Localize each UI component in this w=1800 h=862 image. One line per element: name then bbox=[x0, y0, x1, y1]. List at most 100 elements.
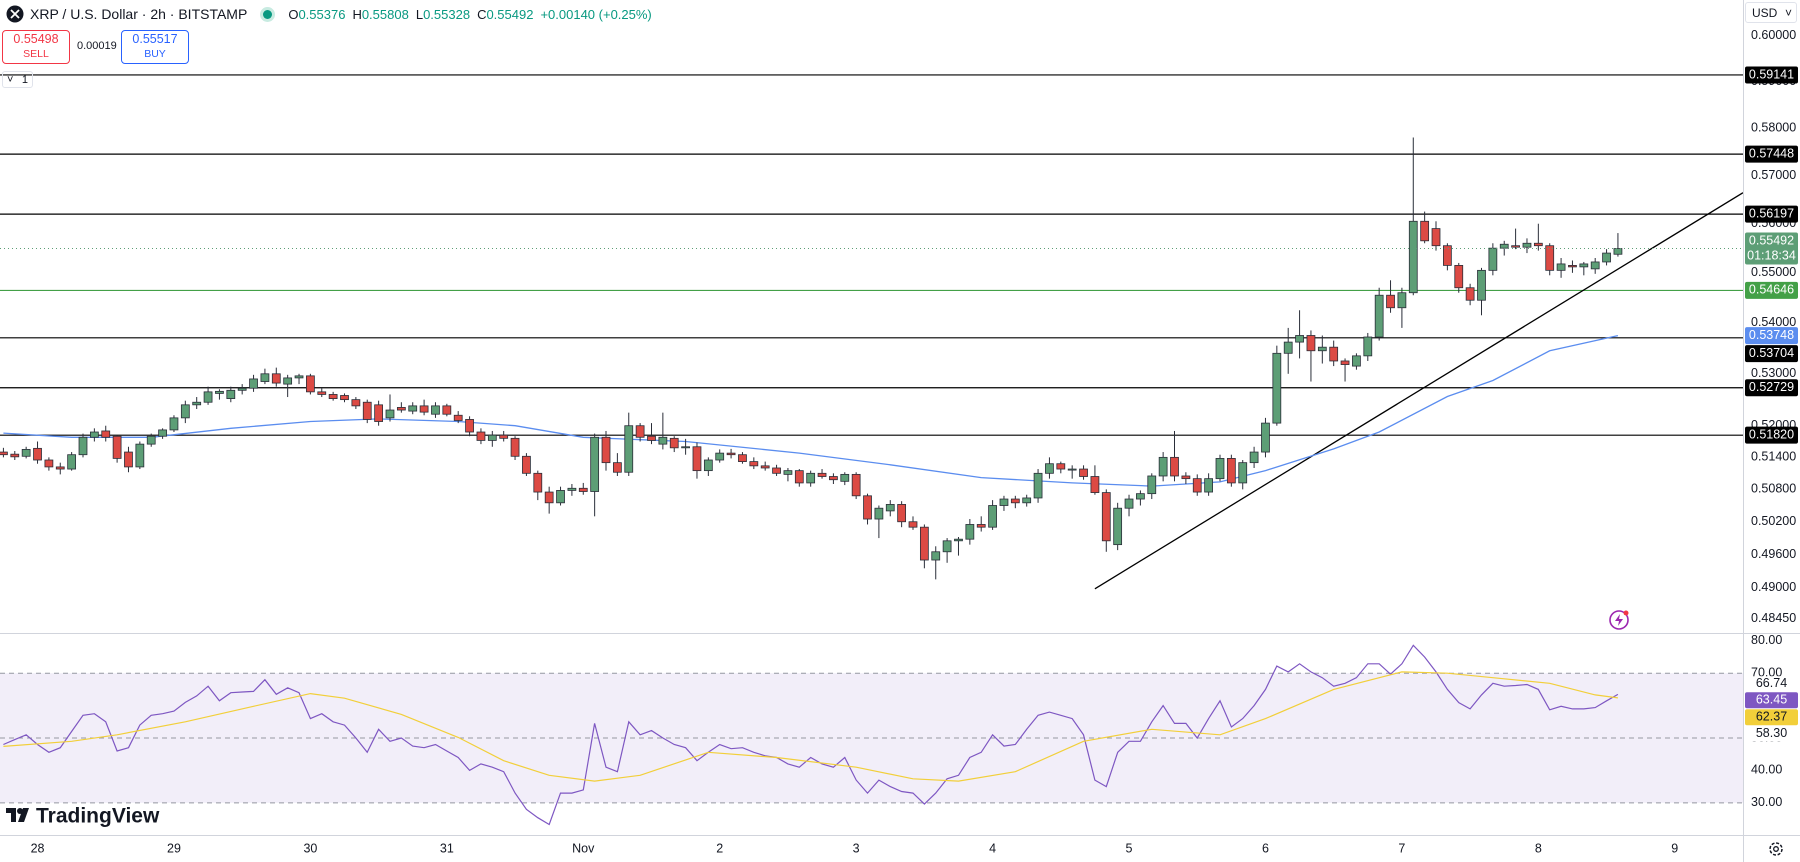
candle-body bbox=[396, 407, 406, 411]
level-label: 0.57448 bbox=[1749, 146, 1794, 160]
candle-body bbox=[1329, 346, 1339, 362]
rsi-pane bbox=[0, 644, 1743, 826]
rsi-tick-label: 70.00 bbox=[1751, 666, 1782, 680]
candle-body bbox=[703, 459, 713, 472]
candle-body bbox=[124, 451, 133, 468]
candle-body bbox=[601, 436, 611, 464]
candle-body bbox=[237, 387, 247, 391]
candle-body bbox=[226, 389, 236, 399]
indicator-toggle[interactable]: ˅ 1 bbox=[2, 71, 33, 88]
candle-body bbox=[1045, 463, 1054, 474]
currency-selector[interactable]: USD ˅ bbox=[1745, 2, 1797, 23]
y-tick-label: 0.55000 bbox=[1751, 265, 1796, 279]
candle-body bbox=[1386, 294, 1395, 309]
x-tick-label: 9 bbox=[1671, 841, 1678, 855]
rsi-tick-label: 40.00 bbox=[1751, 763, 1782, 777]
buy-label: BUY bbox=[144, 48, 166, 60]
candle-body bbox=[669, 437, 679, 449]
level-label-bg bbox=[1745, 281, 1798, 299]
y-tick-label: 0.53000 bbox=[1751, 366, 1796, 380]
candle-body bbox=[1613, 248, 1623, 255]
candle-body bbox=[965, 524, 975, 540]
candle-body bbox=[1363, 336, 1373, 357]
rsi-extra-label: 66.74 bbox=[1756, 676, 1787, 690]
header: XRP / U.S. Dollar · 2h · BITSTAMP O0.553… bbox=[6, 3, 659, 25]
candle-body bbox=[158, 429, 167, 437]
candle-body bbox=[510, 437, 520, 457]
current-price-label: 01:18:34 bbox=[1747, 248, 1796, 262]
candle-body bbox=[1488, 247, 1498, 271]
y-tick-label: 0.54000 bbox=[1751, 315, 1796, 329]
candle-body bbox=[794, 470, 804, 484]
y-tick-label: 0.57000 bbox=[1751, 168, 1796, 182]
candle-body bbox=[1283, 341, 1293, 354]
alert-icon[interactable] bbox=[1609, 610, 1629, 630]
candle-body bbox=[374, 404, 383, 422]
candle-body bbox=[1170, 456, 1179, 477]
candle-body bbox=[1033, 472, 1043, 499]
ma-label-bg bbox=[1745, 327, 1798, 345]
current-price-label: 0.55492 bbox=[1749, 233, 1794, 247]
level-label-bg bbox=[1745, 379, 1798, 397]
candle-body bbox=[908, 521, 918, 528]
candle-body bbox=[44, 459, 54, 468]
candle-body bbox=[180, 404, 190, 419]
candle-body bbox=[408, 405, 418, 412]
candle-body bbox=[1079, 468, 1088, 477]
candle-body bbox=[328, 394, 338, 399]
ohlc-value: 0.55492 bbox=[486, 6, 534, 22]
settings-icon[interactable] bbox=[1769, 842, 1783, 856]
candle-body bbox=[203, 391, 213, 403]
candle-body bbox=[1090, 476, 1100, 493]
candle-body bbox=[1238, 462, 1248, 484]
sell-price: 0.55498 bbox=[13, 32, 59, 46]
sell-label: SELL bbox=[23, 48, 49, 60]
spread: 0.00019 bbox=[77, 40, 117, 52]
logo-text: TradingView bbox=[36, 805, 160, 828]
candle-body bbox=[215, 390, 224, 394]
candle-body bbox=[1226, 458, 1236, 484]
rsi-value-label: 62.37 bbox=[1756, 710, 1787, 724]
x-tick-label: 30 bbox=[303, 841, 317, 855]
candle-body bbox=[1124, 498, 1134, 509]
y-tick-label: 0.51400 bbox=[1751, 450, 1796, 464]
symbol-title: XRP / U.S. Dollar · 2h · BITSTAMP bbox=[30, 6, 248, 22]
sell-button[interactable]: 0.55498 SELL bbox=[2, 30, 70, 64]
y-tick-label: 0.60000 bbox=[1751, 28, 1796, 42]
ohlc-value: 0.55808 bbox=[361, 6, 409, 22]
candle-body bbox=[317, 391, 327, 395]
x-tick-label: Nov bbox=[572, 841, 595, 855]
symbol-logo bbox=[6, 5, 24, 23]
candle-body bbox=[476, 431, 486, 441]
candle-body bbox=[33, 447, 42, 461]
candle-body bbox=[999, 498, 1009, 506]
candle-body bbox=[1010, 498, 1020, 504]
candle-body bbox=[897, 504, 907, 523]
candle-body bbox=[271, 373, 281, 384]
candle-body bbox=[590, 436, 600, 492]
candle-body bbox=[1579, 263, 1589, 268]
candle-body bbox=[1397, 292, 1407, 309]
buy-button[interactable]: 0.55517 BUY bbox=[121, 30, 189, 64]
candle-body bbox=[1022, 497, 1032, 504]
candle-body bbox=[1272, 352, 1282, 424]
candle-body bbox=[1568, 265, 1577, 268]
candle-body bbox=[817, 472, 827, 477]
candle-body bbox=[260, 373, 270, 382]
candle-body bbox=[1113, 507, 1123, 546]
rsi-extra-label-bg bbox=[1745, 676, 1798, 692]
candle-body bbox=[1477, 269, 1486, 301]
candle-body bbox=[453, 414, 463, 421]
rsi-extra-label: 58.30 bbox=[1756, 726, 1787, 740]
candle-body bbox=[783, 470, 793, 475]
trend-line bbox=[1094, 192, 1743, 590]
x-tick-label: 7 bbox=[1398, 841, 1405, 855]
ohlc-label: H bbox=[352, 6, 362, 22]
candle-body bbox=[578, 487, 588, 492]
candle-body bbox=[1408, 220, 1418, 294]
y-tick-label: 0.50800 bbox=[1751, 482, 1796, 496]
candle-body bbox=[1522, 242, 1532, 248]
candle-body bbox=[760, 465, 770, 469]
